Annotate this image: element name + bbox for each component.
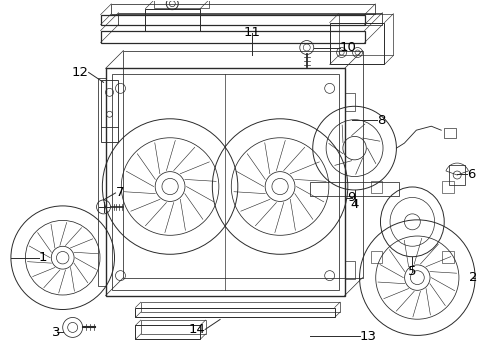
Text: 2: 2 — [468, 271, 476, 284]
Bar — [309, 182, 399, 196]
Bar — [105, 68, 344, 296]
Bar — [101, 80, 118, 142]
Bar — [135, 325, 200, 339]
Bar — [111, 4, 374, 14]
Bar — [338, 14, 393, 55]
Bar — [118, 13, 382, 24]
Text: 10: 10 — [339, 41, 356, 54]
Text: 11: 11 — [243, 26, 260, 39]
Text: 9: 9 — [346, 192, 355, 204]
Text: 4: 4 — [350, 198, 358, 211]
Text: 7: 7 — [115, 186, 124, 199]
Bar — [441, 251, 453, 263]
Bar — [441, 181, 453, 193]
Bar — [101, 31, 364, 42]
Text: 3: 3 — [52, 326, 61, 339]
Text: 13: 13 — [359, 330, 376, 343]
Bar — [443, 128, 455, 138]
Bar — [154, 0, 209, 8]
Text: 12: 12 — [71, 66, 88, 79]
Text: 5: 5 — [407, 265, 416, 278]
Bar — [98, 78, 105, 285]
Bar — [329, 23, 384, 64]
Bar — [370, 181, 382, 193]
Bar — [370, 251, 382, 263]
Bar — [101, 15, 364, 24]
Text: 8: 8 — [377, 114, 385, 127]
Text: 1: 1 — [39, 251, 47, 264]
Bar — [141, 320, 205, 334]
Bar — [448, 165, 464, 185]
Text: 14: 14 — [188, 323, 205, 336]
Bar — [141, 302, 339, 312]
Text: 6: 6 — [466, 167, 474, 180]
Bar — [344, 261, 354, 279]
Bar — [145, 9, 200, 31]
Bar — [111, 75, 338, 289]
Bar — [135, 307, 334, 318]
Bar — [344, 93, 354, 111]
